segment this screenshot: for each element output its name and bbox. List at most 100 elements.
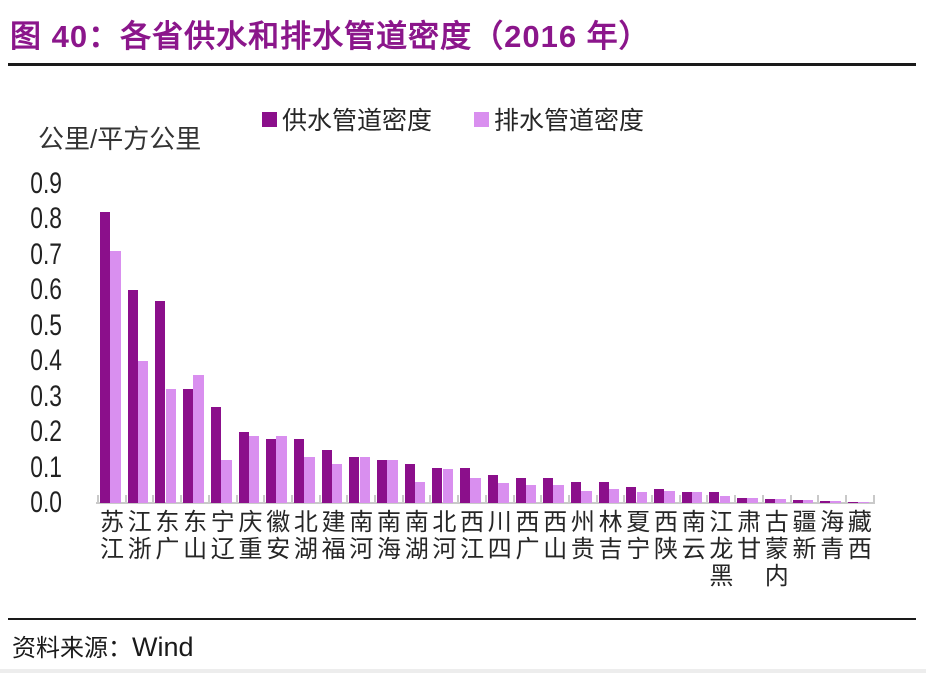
y-axis-label: 0.3 [30, 379, 62, 413]
axis-tick [429, 495, 432, 504]
x-axis-label: 宁辽 [210, 509, 235, 563]
axis-tick [734, 495, 737, 504]
y-axis-label: 0.5 [30, 308, 62, 342]
source-name: Wind [132, 632, 194, 662]
x-axis-label: 南湖 [404, 509, 429, 563]
legend-item: 供水管道密度 [262, 101, 432, 137]
bar-supply [238, 432, 249, 503]
bar-drainage [802, 500, 814, 503]
x-axis-label: 西陕 [654, 509, 678, 563]
axis-tick [318, 495, 321, 504]
x-axis-label: 南河 [349, 509, 374, 563]
y-axis-label: 0.4 [30, 344, 62, 377]
x-axis-label: 江龙黑 [709, 509, 734, 590]
axis-tick [540, 495, 543, 504]
x-axis-label: 西山 [543, 509, 568, 563]
axis-tick [872, 495, 875, 504]
y-axis-label: 0.6 [30, 273, 62, 306]
bar-drainage [137, 361, 149, 503]
y-axis-label: 0.7 [30, 237, 62, 271]
bar-drainage [359, 456, 370, 503]
x-axis-label: 疆新 [792, 509, 817, 563]
bar-supply [847, 501, 858, 503]
x-axis-label: 夏宁 [626, 509, 651, 563]
axis-tick [484, 495, 487, 504]
bar-supply [293, 439, 304, 503]
bar-supply [764, 499, 775, 503]
bar-supply [543, 478, 554, 503]
axis-tick [761, 495, 764, 504]
y-axis-label: 0.0 [30, 486, 62, 519]
bar-supply [709, 492, 720, 503]
bar-drainage [608, 488, 620, 503]
bar-drainage [775, 499, 786, 503]
x-axis-label: 北湖 [293, 509, 318, 563]
bar-drainage [331, 463, 343, 503]
legend-label: 供水管道密度 [282, 107, 433, 135]
x-axis-label: 古蒙内 [764, 509, 789, 590]
x-axis-label: 江浙 [127, 509, 152, 563]
bar-drainage [414, 481, 426, 503]
bottom-edge-strip [0, 669, 926, 673]
source-prefix: 资料来源： [12, 636, 132, 662]
x-axis-label: 州贵 [570, 509, 595, 563]
axis-tick [678, 495, 681, 504]
bar-supply [598, 481, 609, 503]
top-divider [8, 63, 916, 66]
bar-supply [737, 498, 748, 503]
bar-drainage [387, 460, 398, 503]
bar-supply [210, 407, 221, 503]
axis-tick [595, 495, 598, 504]
bottom-divider [8, 618, 916, 620]
x-axis-label: 川四 [487, 509, 512, 563]
x-axis-label: 庆重 [238, 509, 263, 563]
bar-supply [404, 463, 415, 503]
bar-drainage [664, 490, 675, 503]
bar-drainage [498, 483, 509, 503]
bar-drainage [581, 490, 592, 503]
x-axis-label: 东山 [183, 509, 208, 563]
legend-label: 排水管道密度 [494, 107, 645, 135]
x-axis-label: 林吉 [598, 509, 623, 563]
axis-tick [374, 495, 376, 504]
bar-supply [460, 467, 471, 503]
bar-drainage [110, 250, 121, 503]
axis-tick [789, 495, 792, 504]
bar-supply [820, 501, 831, 503]
x-axis-label: 南云 [681, 509, 706, 563]
legend-swatch [474, 111, 490, 127]
source-line: 资料来源：Wind [12, 628, 194, 668]
bar-drainage [165, 389, 177, 503]
bar-drainage [470, 478, 481, 503]
x-axis-label: 徽安 [266, 509, 291, 563]
axis-tick [512, 495, 515, 504]
x-axis-label: 苏江 [100, 509, 124, 563]
bar-drainage [553, 485, 564, 503]
chart-legend: 供水管道密度 排水管道密度 [262, 101, 644, 137]
axis-tick [623, 495, 626, 504]
bar-supply [100, 211, 110, 503]
bar-supply [432, 467, 443, 503]
axis-tick [290, 495, 293, 504]
bar-drainage [221, 460, 232, 503]
bar-supply [654, 488, 664, 503]
bar-drainage [193, 375, 204, 503]
x-axis-label: 海青 [820, 509, 845, 563]
axis-tick [207, 495, 210, 504]
bar-drainage [719, 495, 731, 503]
bar-drainage [636, 492, 647, 503]
bar-drainage [442, 469, 454, 503]
axis-tick [263, 495, 266, 504]
x-axis-label: 南海 [377, 509, 401, 563]
bar-supply [681, 492, 692, 503]
x-axis-label: 肃甘 [737, 509, 762, 563]
bar-drainage [747, 498, 758, 503]
x-axis-label: 北河 [432, 509, 457, 563]
y-axis-label: 0.2 [30, 415, 62, 448]
x-axis-label: 建福 [321, 509, 346, 563]
bar-drainage [248, 435, 260, 503]
axis-tick [651, 495, 653, 504]
axis-tick [235, 495, 238, 504]
axis-tick [152, 495, 155, 504]
